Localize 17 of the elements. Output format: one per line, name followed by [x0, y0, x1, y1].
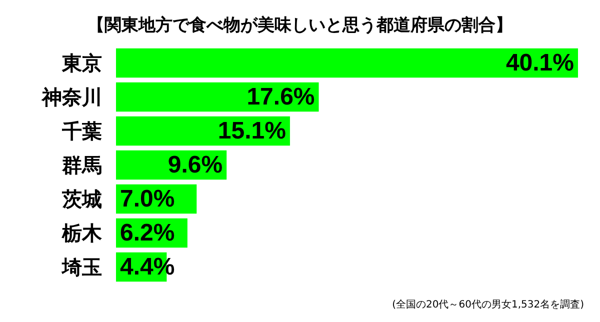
data-label: 15.1% [218, 118, 286, 144]
y-tick-label: 栃木 [61, 221, 103, 245]
y-tick-label: 東京 [61, 51, 102, 75]
y-tick-label: 千葉 [61, 119, 102, 143]
y-tick-label: 埼玉 [61, 255, 102, 279]
data-label: 9.6% [168, 152, 223, 178]
chart-title: 【関東地方で食べ物が美味しいと思う都道府県の割合】 [88, 16, 512, 36]
data-label: 7.0% [120, 186, 175, 212]
y-tick-label: 神奈川 [41, 85, 102, 109]
text: (全国の20代～60代の男女1,532名を調査) [392, 298, 584, 310]
y-tick-label: 茨城 [61, 187, 102, 211]
bar [116, 82, 319, 112]
bar [116, 48, 578, 78]
data-label: 17.6% [246, 84, 315, 110]
data-label: 6.2% [120, 220, 175, 246]
data-label: 40.1% [506, 50, 574, 76]
y-tick-label: 群馬 [61, 153, 102, 177]
